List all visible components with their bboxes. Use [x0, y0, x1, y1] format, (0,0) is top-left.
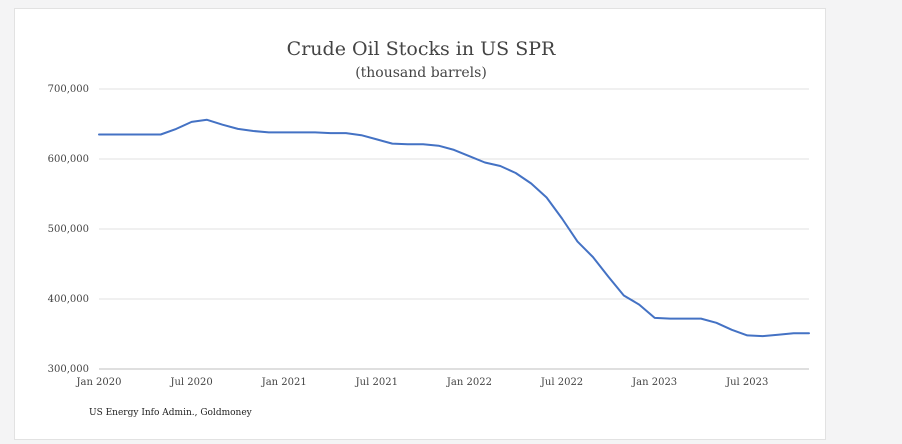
x-tick-label: Jan 2021	[261, 377, 307, 388]
series-line-spr-stocks	[98, 118, 810, 338]
y-tick-label: 400,000	[48, 294, 89, 305]
x-tick-label: Jul 2022	[540, 377, 583, 388]
chart-subtitle: (thousand barrels)	[355, 65, 487, 81]
y-axis-ticks: 300,000 400,000 500,000 600,000 700,000	[48, 84, 89, 375]
x-axis-ticks: Jan 2020 Jul 2020 Jan 2021 Jul 2021 Jan 2022…	[75, 377, 768, 388]
y-tick-label: 500,000	[48, 224, 89, 235]
x-tick-label: Jul 2020	[169, 377, 212, 388]
y-tick-label: 600,000	[48, 154, 89, 165]
x-tick-label: Jan 2020	[75, 377, 121, 388]
chart-title: Crude Oil Stocks in US SPR	[287, 38, 556, 60]
x-tick-label: Jan 2023	[631, 377, 677, 388]
gridlines	[99, 88, 809, 370]
line-chart: Crude Oil Stocks in US SPR (thousand bar…	[48, 38, 810, 418]
x-tick-label: Jul 2023	[725, 377, 768, 388]
y-tick-label: 700,000	[48, 84, 89, 95]
x-tick-label: Jul 2021	[355, 377, 398, 388]
chart-frame: Crude Oil Stocks in US SPR (thousand bar…	[14, 8, 826, 440]
x-tick-label: Jan 2022	[446, 377, 492, 388]
y-tick-label: 300,000	[48, 364, 89, 375]
source-note: US Energy Info Admin., Goldmoney	[89, 408, 253, 418]
